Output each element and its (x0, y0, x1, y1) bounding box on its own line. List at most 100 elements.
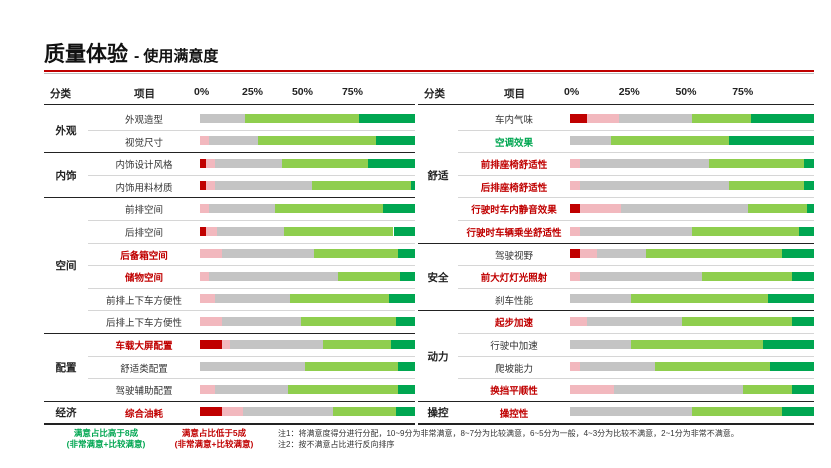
item-label: 综合油耗 (124, 408, 163, 420)
seg-neutral (221, 249, 314, 259)
seg-very-satisfied (367, 158, 415, 168)
title-separator: - (134, 48, 140, 65)
seg-satisfied (728, 181, 805, 191)
group-separator (418, 310, 814, 312)
seg-neutral (217, 226, 284, 236)
seg-dissatisfied (200, 203, 209, 213)
seg-satisfied (311, 181, 411, 191)
seg-neutral (596, 249, 646, 259)
seg-satisfied (743, 384, 793, 394)
item-label: 驾驶视野 (494, 250, 533, 262)
seg-satisfied (645, 249, 783, 259)
row-separator (458, 152, 814, 154)
page-title: 质量体验 - 使用满意度 (44, 38, 218, 66)
stacked-bar (200, 136, 415, 146)
stacked-bar (570, 384, 814, 394)
row-separator (458, 197, 814, 199)
seg-neutral (613, 384, 744, 394)
seg-satisfied (305, 362, 398, 372)
item-label: 爬坡能力 (494, 363, 533, 375)
stacked-bar (200, 407, 415, 417)
header-category: 分类 (50, 88, 71, 100)
item-label: 空调效果 (494, 137, 533, 149)
seg-dissatisfied (221, 339, 231, 349)
stacked-bar (200, 181, 415, 191)
header-rule (44, 104, 415, 105)
item-label: 前排上下车方便性 (105, 295, 182, 307)
seg-neutral (579, 181, 729, 191)
seg-very-satisfied (391, 339, 415, 349)
seg-very-dissatisfied (200, 407, 222, 417)
legend-green-line2: (非常满意+比较满意) (66, 439, 146, 449)
seg-very-dissatisfied (200, 181, 207, 191)
seg-neutral (200, 362, 306, 372)
stacked-bar (200, 294, 415, 304)
item-label: 后排座椅舒适性 (480, 182, 548, 194)
seg-very-satisfied (395, 407, 415, 417)
item-label: 驾驶辅助配置 (115, 386, 173, 398)
category-label: 内饰 (55, 169, 77, 182)
tick-label: 0% (564, 86, 580, 98)
title-main: 质量体验 (44, 43, 128, 66)
item-label: 后排上下车方便性 (105, 318, 182, 330)
group-separator (44, 400, 415, 402)
group-separator (418, 400, 814, 402)
seg-neutral (215, 384, 289, 394)
seg-satisfied (682, 316, 793, 326)
stacked-bar (200, 203, 415, 213)
stacked-bar (200, 113, 415, 123)
stacked-bar (200, 158, 415, 168)
row-separator (458, 129, 814, 131)
seg-satisfied (692, 226, 800, 236)
seg-dissatisfied (200, 316, 222, 326)
seg-satisfied (322, 339, 392, 349)
seg-very-satisfied (397, 249, 415, 259)
seg-very-satisfied (767, 294, 814, 304)
stacked-bar (570, 136, 814, 146)
category-label: 舒适 (427, 169, 449, 182)
seg-dissatisfied (221, 407, 243, 417)
seg-dissatisfied (570, 316, 588, 326)
seg-satisfied (631, 294, 768, 304)
seg-dissatisfied (200, 249, 222, 259)
seg-satisfied (288, 384, 398, 394)
seg-neutral (570, 407, 692, 417)
seg-very-dissatisfied (200, 339, 222, 349)
stacked-bar (570, 294, 814, 304)
seg-very-satisfied (359, 113, 415, 123)
seg-neutral (215, 181, 312, 191)
seg-very-dissatisfied (570, 249, 580, 259)
seg-satisfied (275, 203, 383, 213)
footnote-1: 注1：将满意度得分进行分配，10~9分为非常满意，8~7分为比较满意，6~5分为… (278, 429, 739, 438)
stacked-bar (570, 181, 814, 191)
table-header: 分类 项目 0% 25% 50% 75% (418, 82, 814, 104)
seg-very-satisfied (393, 226, 415, 236)
item-label: 刹车性能 (494, 295, 533, 307)
seg-very-satisfied (792, 271, 814, 281)
item-label: 操控性 (499, 408, 529, 420)
item-label: 前大灯灯光照射 (480, 273, 548, 285)
stacked-bar (200, 316, 415, 326)
seg-neutral (570, 136, 612, 146)
stacked-bar (200, 362, 415, 372)
seg-dissatisfied (570, 181, 580, 191)
stacked-bar (570, 407, 814, 417)
item-label: 车内气味 (494, 115, 533, 126)
title-underline-red (44, 70, 814, 72)
row-separator (88, 378, 415, 380)
legend-green: 满意占比高于8成 (非常满意+比较满意) (52, 428, 160, 450)
seg-neutral (230, 339, 323, 349)
group-separator (418, 242, 814, 244)
seg-very-satisfied (389, 294, 415, 304)
stacked-bar (200, 226, 415, 236)
tick-label: 50% (675, 86, 697, 98)
seg-very-satisfied (782, 407, 814, 417)
table-bottom-rule (44, 423, 415, 426)
seg-very-dissatisfied (570, 203, 580, 213)
stacked-bar (570, 316, 814, 326)
seg-dissatisfied (200, 384, 216, 394)
seg-satisfied (631, 339, 763, 349)
seg-very-dissatisfied (200, 226, 207, 236)
seg-satisfied (692, 113, 751, 123)
item-label: 储物空间 (124, 273, 163, 285)
